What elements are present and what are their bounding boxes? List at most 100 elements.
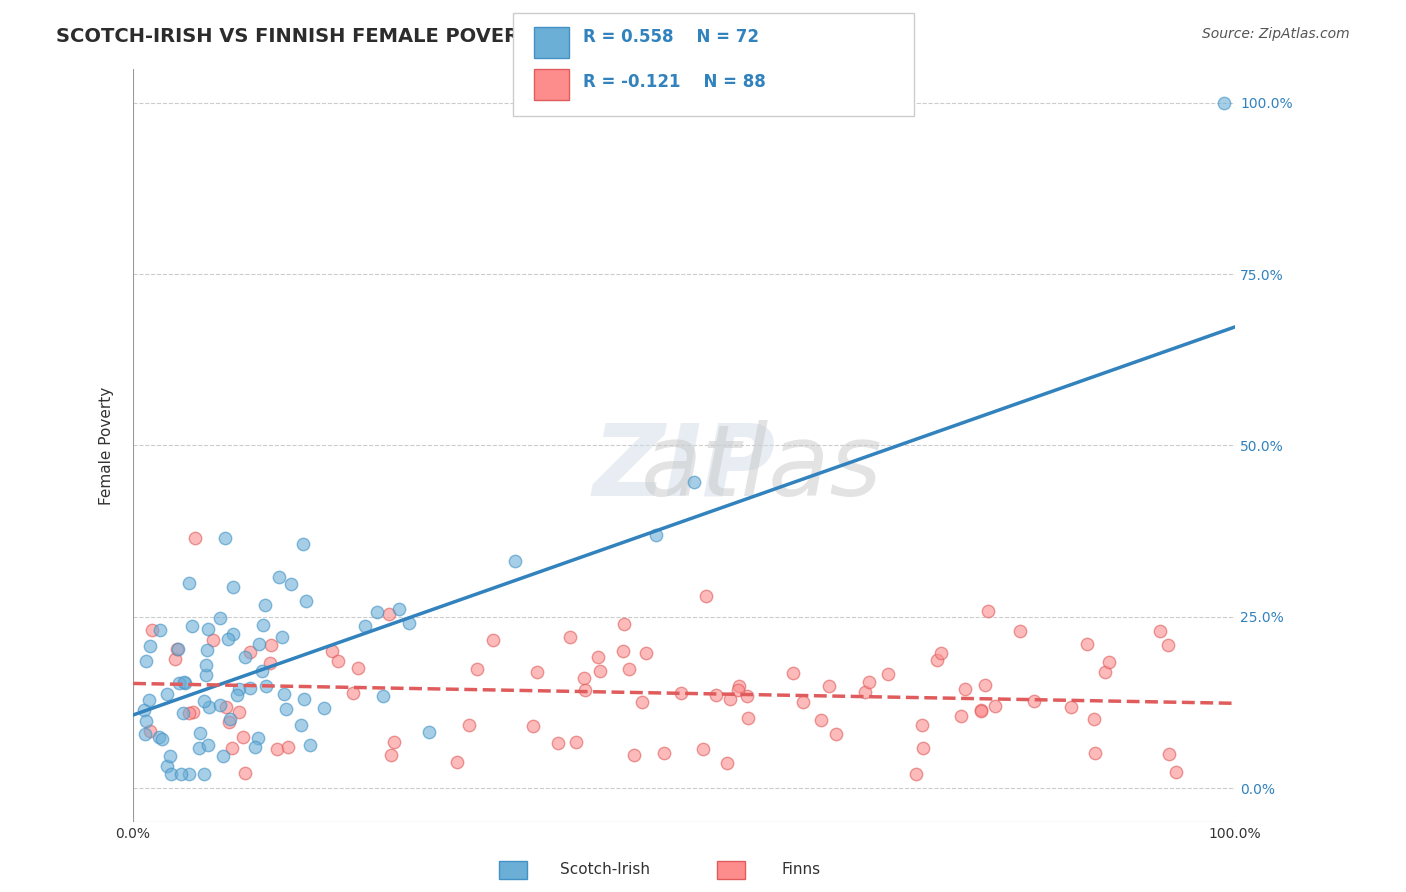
Finns [384, 735, 406, 749]
Finns [228, 706, 250, 720]
Finns [737, 711, 759, 725]
Scotch-Irish [198, 699, 221, 714]
Finns [612, 644, 634, 658]
Scotch-Irish [170, 767, 193, 781]
Scotch-Irish [217, 632, 239, 646]
Finns [565, 735, 588, 749]
Scotch-Irish [398, 615, 420, 630]
Scotch-Irish [644, 528, 666, 542]
Scotch-Irish [373, 689, 395, 703]
Scotch-Irish [181, 619, 204, 633]
Scotch-Irish [188, 726, 211, 740]
Text: Finns: Finns [782, 863, 821, 877]
Finns [526, 665, 548, 679]
Finns [953, 681, 976, 696]
Scotch-Irish [270, 630, 292, 644]
Finns [970, 704, 993, 718]
Scotch-Irish [291, 537, 314, 551]
Finns [623, 748, 645, 763]
Scotch-Irish [173, 675, 195, 690]
Finns [1084, 747, 1107, 761]
Finns [855, 685, 877, 699]
Finns [380, 747, 402, 762]
Finns [482, 633, 505, 648]
Finns [925, 653, 948, 667]
Scotch-Irish [274, 702, 297, 716]
Finns [929, 646, 952, 660]
Scotch-Irish [194, 668, 217, 682]
Finns [911, 717, 934, 731]
Finns [727, 679, 749, 693]
Finns [326, 654, 349, 668]
Text: R = -0.121    N = 88: R = -0.121 N = 88 [583, 73, 766, 91]
Finns [654, 747, 676, 761]
Scotch-Irish [246, 731, 269, 745]
Scotch-Irish [148, 730, 170, 744]
Scotch-Irish [269, 570, 291, 584]
Scotch-Irish [239, 681, 262, 696]
Scotch-Irish [312, 700, 335, 714]
Scotch-Irish [503, 554, 526, 568]
Scotch-Irish [682, 475, 704, 490]
Scotch-Irish [193, 694, 215, 708]
Finns [233, 765, 256, 780]
Finns [973, 678, 995, 692]
Scotch-Irish [219, 712, 242, 726]
Scotch-Irish [245, 740, 267, 755]
Finns [139, 723, 162, 738]
Finns [810, 713, 832, 727]
Scotch-Irish [253, 598, 276, 612]
Finns [522, 719, 544, 733]
Finns [1157, 638, 1180, 652]
Scotch-Irish [138, 692, 160, 706]
Finns [446, 755, 468, 769]
Finns [458, 717, 481, 731]
Scotch-Irish [353, 619, 375, 633]
Finns [1094, 665, 1116, 680]
Scotch-Irish [228, 682, 250, 697]
Finns [858, 675, 880, 690]
Finns [177, 706, 200, 720]
Finns [342, 686, 364, 700]
Scotch-Irish [134, 703, 156, 717]
Text: atlas: atlas [640, 419, 882, 516]
Finns [818, 679, 841, 693]
Scotch-Irish [173, 675, 195, 690]
Finns [572, 671, 595, 685]
Scotch-Irish [235, 650, 257, 665]
Scotch-Irish [290, 718, 312, 732]
Finns [141, 623, 163, 637]
Scotch-Irish [156, 759, 179, 773]
Finns [560, 630, 582, 644]
Finns [1076, 637, 1098, 651]
Scotch-Irish [366, 605, 388, 619]
Text: R = 0.558    N = 72: R = 0.558 N = 72 [583, 29, 759, 46]
Finns [166, 642, 188, 657]
Scotch-Irish [167, 676, 190, 690]
Finns [232, 730, 254, 744]
Finns [636, 646, 658, 660]
Finns [321, 644, 343, 658]
Finns [163, 651, 186, 665]
Finns [617, 662, 640, 676]
Finns [586, 649, 609, 664]
Finns [704, 688, 727, 702]
Finns [259, 657, 281, 671]
Scotch-Irish [177, 576, 200, 591]
Finns [970, 702, 993, 716]
Finns [184, 531, 207, 545]
Scotch-Irish [294, 594, 316, 608]
Scotch-Irish [195, 643, 218, 657]
Finns [671, 686, 693, 700]
Finns [984, 699, 1007, 714]
Finns [1060, 699, 1083, 714]
Scotch-Irish [252, 618, 274, 632]
Scotch-Irish [139, 639, 162, 653]
Finns [911, 741, 934, 756]
Scotch-Irish [212, 748, 235, 763]
Finns [876, 667, 898, 681]
Finns [631, 695, 654, 709]
Finns [266, 742, 288, 756]
Finns [949, 709, 972, 723]
Scotch-Irish [247, 637, 270, 651]
